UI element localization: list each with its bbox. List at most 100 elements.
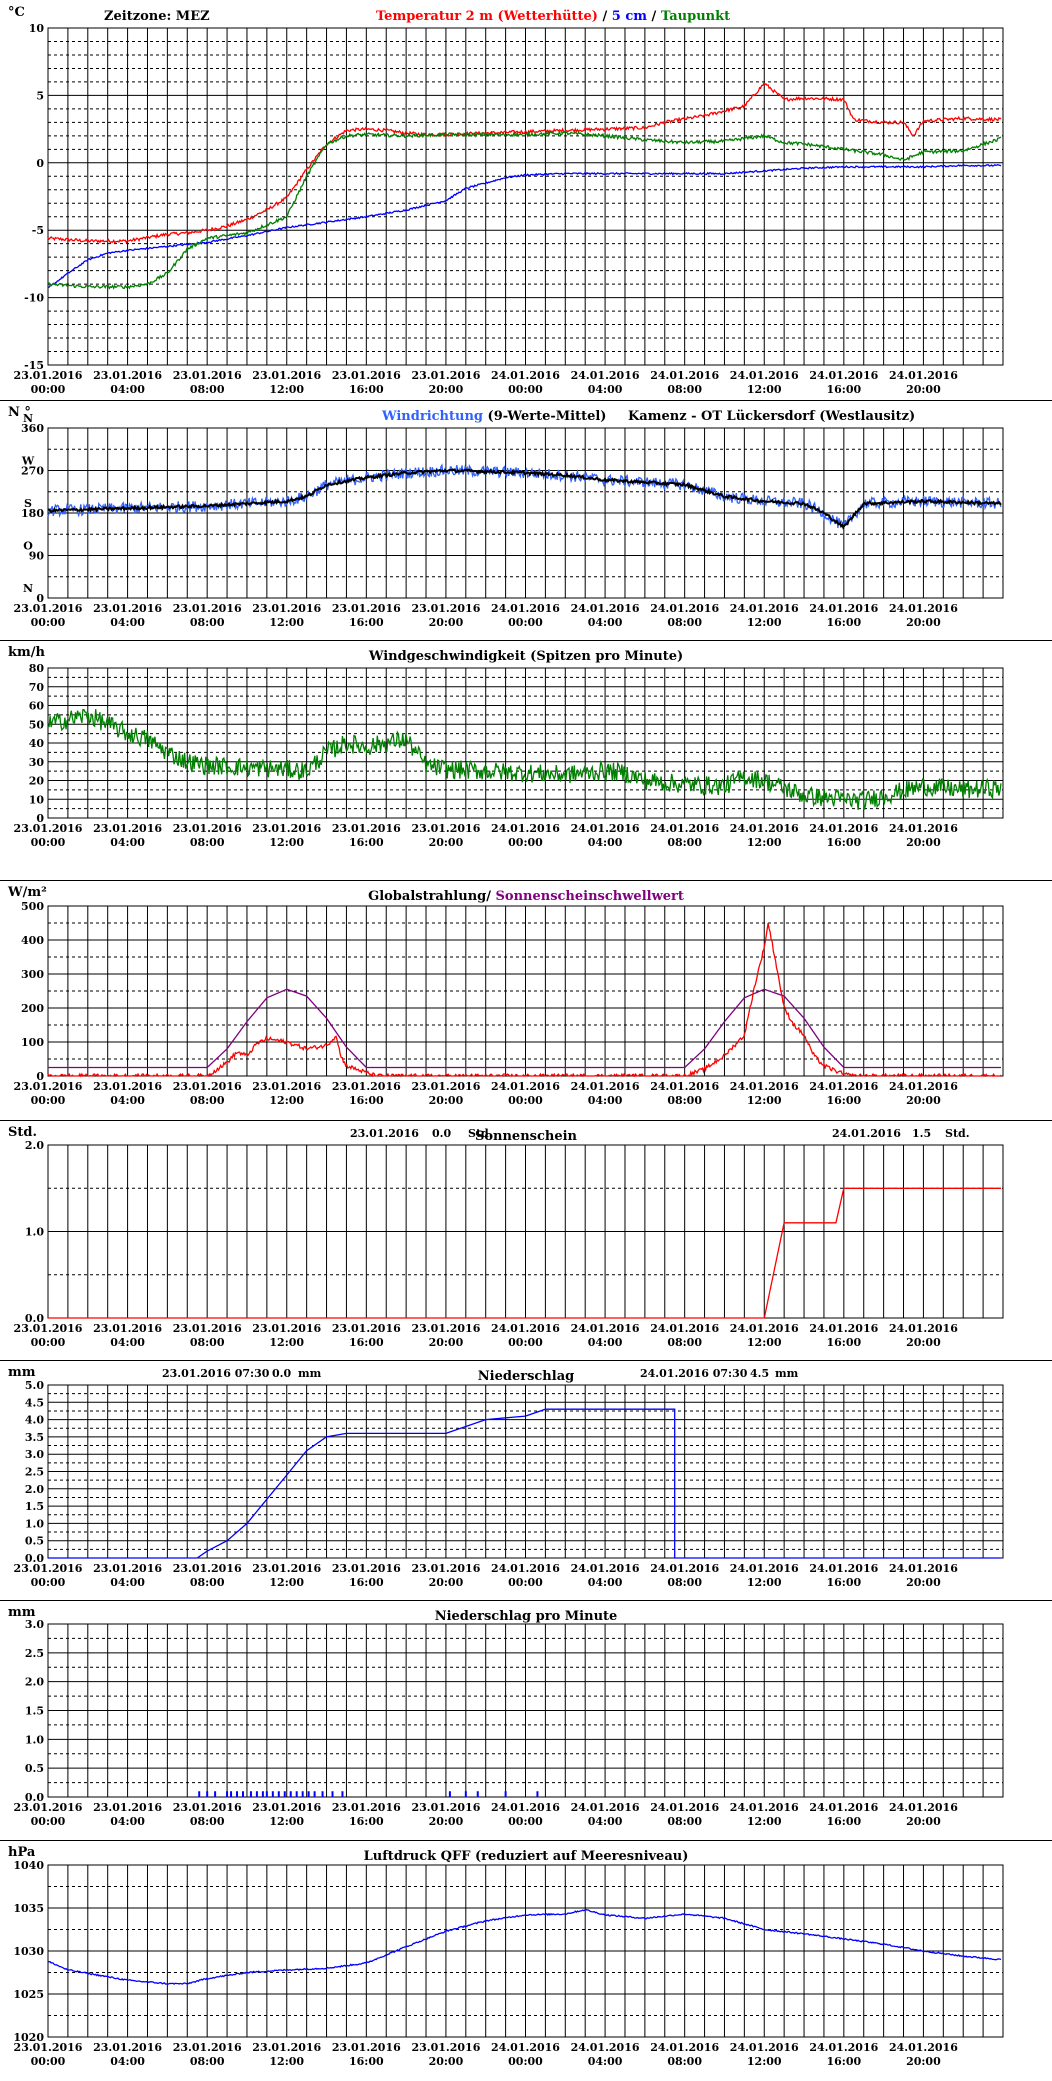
x-tick-date: 24.01.2016 — [571, 602, 640, 615]
x-tick-time: 00:00 — [508, 836, 543, 849]
x-tick-date: 24.01.2016 — [650, 2041, 719, 2054]
x-tick-date: 24.01.2016 — [491, 2041, 560, 2054]
x-tick-time: 12:00 — [747, 2055, 782, 2068]
x-tick-time: 04:00 — [110, 616, 145, 629]
x-tick-date: 24.01.2016 — [571, 1562, 640, 1575]
x-tick-date: 24.01.2016 — [889, 1562, 958, 1575]
chart-title: Globalstrahlung/ Sonnenscheinschwellwert — [368, 889, 684, 904]
x-tick-time: 08:00 — [190, 836, 225, 849]
x-tick-date: 23.01.2016 — [332, 369, 401, 382]
x-tick-date: 24.01.2016 — [809, 1801, 878, 1814]
y-tick-label: 300 — [21, 968, 44, 981]
y-tick-label: 60 — [29, 700, 45, 713]
x-tick-date: 24.01.2016 — [571, 2041, 640, 2054]
title-part: Temperatur 2 m (Wetterhütte) — [376, 9, 598, 24]
x-tick-time: 00:00 — [31, 383, 66, 396]
y-tick-label: 5.0 — [25, 1379, 44, 1392]
x-tick-time: 08:00 — [667, 836, 702, 849]
x-tick-time: 04:00 — [110, 383, 145, 396]
x-tick-date: 24.01.2016 — [889, 369, 958, 382]
x-tick-time: 04:00 — [110, 1815, 145, 1828]
x-tick-time: 00:00 — [31, 2055, 66, 2068]
x-tick-time: 16:00 — [826, 1336, 861, 1349]
x-tick-date: 24.01.2016 — [730, 1322, 799, 1335]
x-tick-time: 16:00 — [826, 836, 861, 849]
x-tick-date: 23.01.2016 — [411, 2041, 480, 2054]
x-tick-time: 04:00 — [588, 1815, 623, 1828]
x-tick-date: 23.01.2016 — [411, 369, 480, 382]
x-tick-time: 12:00 — [747, 1576, 782, 1589]
x-tick-date: 23.01.2016 — [93, 602, 162, 615]
x-tick-date: 24.01.2016 — [491, 1322, 560, 1335]
summary-annotation: mm — [298, 1367, 322, 1380]
x-tick-time: 16:00 — [349, 1815, 384, 1828]
summary-annotation: mm — [775, 1367, 799, 1380]
x-tick-date: 23.01.2016 — [173, 1562, 242, 1575]
summary-annotation: 23.01.2016 — [350, 1127, 419, 1140]
series-line — [48, 1187, 1001, 1319]
series-line — [47, 922, 1002, 1078]
x-tick-date: 23.01.2016 — [14, 1080, 83, 1093]
x-tick-date: 23.01.2016 — [93, 1322, 162, 1335]
x-tick-date: 24.01.2016 — [889, 1801, 958, 1814]
plot-frame — [47, 1864, 1004, 2038]
x-tick-date: 23.01.2016 — [411, 1322, 480, 1335]
x-tick-time: 00:00 — [31, 1815, 66, 1828]
x-tick-time: 20:00 — [429, 383, 464, 396]
x-tick-time: 20:00 — [429, 1815, 464, 1828]
x-tick-date: 24.01.2016 — [571, 369, 640, 382]
series-line — [47, 708, 1002, 810]
x-tick-time: 12:00 — [269, 1336, 304, 1349]
unit-label: mm — [8, 1365, 36, 1380]
x-tick-date: 23.01.2016 — [14, 2041, 83, 2054]
series-line — [47, 1908, 1002, 1986]
x-tick-time: 08:00 — [190, 616, 225, 629]
x-tick-time: 08:00 — [667, 1094, 702, 1107]
plot-frame — [47, 1384, 1004, 1559]
x-tick-time: 00:00 — [508, 616, 543, 629]
series-line — [48, 1408, 1001, 1559]
x-tick-date: 23.01.2016 — [252, 1322, 321, 1335]
y-tick-label: 0 — [36, 1070, 44, 1083]
x-tick-time: 16:00 — [349, 383, 384, 396]
series-line — [47, 164, 1002, 289]
x-tick-date: 23.01.2016 — [332, 822, 401, 835]
x-tick-time: 20:00 — [906, 1815, 941, 1828]
summary-annotation: 1.5 — [912, 1127, 931, 1140]
y-tick-label: 50 — [29, 718, 45, 731]
x-tick-time: 04:00 — [588, 2055, 623, 2068]
y-tick-label: 360 — [21, 422, 44, 435]
title-part: (9-Werte-Mittel) — [483, 409, 606, 424]
y-tick-label: 1.5 — [25, 1705, 44, 1718]
x-tick-date: 23.01.2016 — [411, 602, 480, 615]
chart-precip: 5.0 4.5 4.0 3.5 3.0 2.5 2.0 1.5 1.0 0.5 0.0 mm Niede… — [0, 1360, 1052, 1589]
x-tick-date: 24.01.2016 — [809, 369, 878, 382]
title-part: / — [647, 9, 661, 24]
chart-radiation: 500 400 300 200 100 0 W/m² Globalstrahlung/ Son… — [0, 880, 1052, 1107]
x-tick-date: 24.01.2016 — [809, 1080, 878, 1093]
x-tick-time: 16:00 — [826, 1576, 861, 1589]
x-tick-time: 20:00 — [906, 1336, 941, 1349]
x-tick-date: 23.01.2016 — [93, 1801, 162, 1814]
direction-label: O — [23, 540, 33, 553]
x-tick-time: 12:00 — [269, 616, 304, 629]
title-part: / — [598, 9, 612, 24]
y-tick-label: 80 — [29, 662, 45, 675]
x-tick-date: 24.01.2016 — [809, 822, 878, 835]
y-tick-label: 0.0 — [25, 1791, 44, 1804]
summary-annotation: 23.01.2016 07:30 — [162, 1367, 270, 1380]
x-tick-date: 23.01.2016 — [173, 369, 242, 382]
x-tick-time: 08:00 — [190, 1815, 225, 1828]
x-tick-date: 23.01.2016 — [93, 369, 162, 382]
x-tick-date: 23.01.2016 — [252, 1080, 321, 1093]
title-part: Globalstrahlung/ — [368, 889, 495, 904]
y-tick-label: 0.0 — [25, 1312, 44, 1325]
summary-annotation: 24.01.2016 — [832, 1127, 901, 1140]
x-tick-time: 12:00 — [269, 836, 304, 849]
y-tick-label: 3.0 — [25, 1448, 44, 1461]
y-tick-label: 2.0 — [25, 1483, 44, 1496]
x-tick-time: 04:00 — [110, 1576, 145, 1589]
y-tick-label: 400 — [21, 934, 44, 947]
x-tick-time: 04:00 — [588, 383, 623, 396]
